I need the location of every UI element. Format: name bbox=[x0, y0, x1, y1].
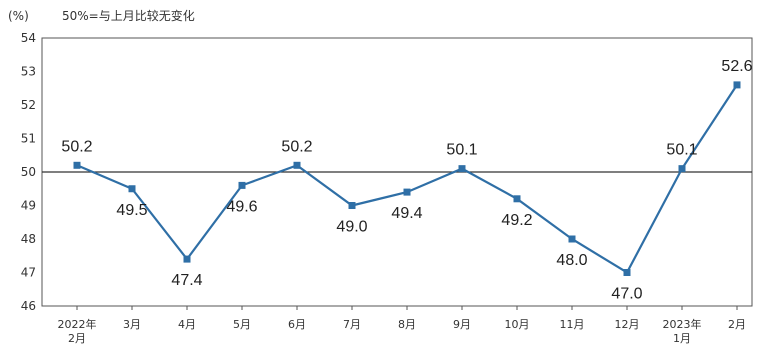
x-tick-label: 2022年 bbox=[58, 317, 97, 331]
data-point bbox=[348, 202, 356, 209]
data-label: 50.1 bbox=[666, 142, 697, 159]
y-tick-label: 53 bbox=[21, 65, 36, 79]
x-tick-label: 4月 bbox=[178, 318, 196, 331]
data-label: 49.0 bbox=[336, 219, 367, 236]
data-point bbox=[678, 165, 686, 173]
data-point bbox=[623, 269, 631, 276]
x-tick-label: 2月 bbox=[68, 332, 86, 345]
data-label: 49.2 bbox=[501, 212, 532, 229]
x-tick-label: 10月 bbox=[505, 318, 530, 331]
data-point bbox=[568, 235, 576, 243]
y-axis: 46 47 48 49 50 51 52 53 54 bbox=[21, 31, 36, 313]
series-line bbox=[76, 84, 738, 275]
data-label: 49.5 bbox=[116, 202, 147, 219]
data-label: 47.0 bbox=[611, 286, 642, 303]
data-point bbox=[183, 255, 191, 263]
data-labels: 50.2 49.5 47.4 49.6 50.2 49.0 49.4 50.1 49.2 48.0… bbox=[61, 58, 752, 303]
data-label: 48.0 bbox=[556, 252, 587, 269]
data-point bbox=[513, 195, 521, 203]
data-label: 49.4 bbox=[391, 205, 422, 222]
data-point bbox=[293, 161, 301, 169]
data-point bbox=[733, 81, 741, 89]
data-point bbox=[128, 185, 136, 193]
y-tick-label: 51 bbox=[21, 132, 36, 146]
data-point bbox=[238, 181, 246, 189]
data-label: 52.6 bbox=[721, 58, 752, 75]
data-label: 50.1 bbox=[446, 142, 477, 159]
data-label: 50.2 bbox=[281, 138, 312, 155]
data-point bbox=[73, 161, 81, 169]
x-tick-label: 6月 bbox=[288, 318, 306, 331]
y-unit-label: (%) bbox=[8, 9, 29, 23]
y-tick-label: 52 bbox=[21, 98, 36, 112]
data-label: 47.4 bbox=[171, 272, 202, 289]
x-tick-label: 12月 bbox=[615, 318, 640, 331]
y-tick-label: 46 bbox=[21, 299, 36, 313]
data-point bbox=[403, 188, 411, 196]
y-tick-label: 47 bbox=[21, 266, 36, 280]
x-tick-label: 3月 bbox=[123, 318, 141, 331]
reference-note: 50%=与上月比较无变化 bbox=[62, 8, 195, 23]
x-tick-label: 11月 bbox=[560, 318, 585, 331]
x-tick-label: 9月 bbox=[453, 318, 471, 331]
data-point bbox=[458, 165, 466, 173]
y-tick-label: 54 bbox=[21, 31, 36, 45]
x-tick-label: 1月 bbox=[673, 332, 691, 345]
x-tick-label: 5月 bbox=[233, 318, 251, 331]
y-tick-label: 48 bbox=[21, 232, 36, 246]
x-tick-label: 2月 bbox=[728, 318, 746, 331]
x-tick-label: 2023年 bbox=[663, 317, 702, 331]
series-markers bbox=[73, 81, 741, 276]
y-tick-label: 49 bbox=[21, 199, 36, 213]
x-tick-label: 8月 bbox=[398, 318, 416, 331]
data-label: 49.6 bbox=[226, 198, 257, 215]
x-tick-label: 7月 bbox=[343, 318, 361, 331]
data-label: 50.2 bbox=[61, 138, 92, 155]
y-tick-label: 50 bbox=[21, 165, 36, 179]
